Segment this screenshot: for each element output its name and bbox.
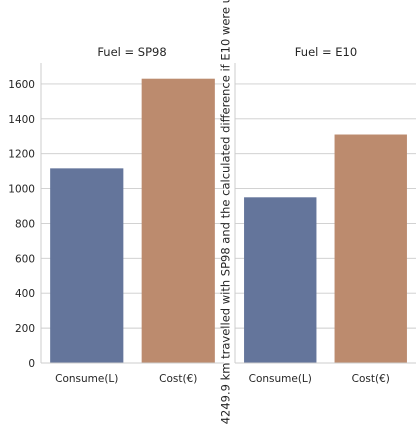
facet-title-sp98: Fuel = SP98 <box>97 45 166 59</box>
y-tick-label: 1000 <box>8 184 35 196</box>
facet-e10: Fuel = E10 Consume(L) Cost(€) <box>234 45 416 385</box>
x-tick-label: Consume(L) <box>249 373 312 385</box>
y-tick-labels-sp98: 0 200 400 600 800 1000 1200 1400 1600 <box>8 79 35 370</box>
x-tick-labels-sp98: Consume(L) Cost(€) <box>55 373 197 385</box>
shared-y-axis-label: 4249.9 km travelled with SP98 and the ca… <box>219 0 233 424</box>
y-tick-label: 1200 <box>8 149 35 161</box>
facet-title-e10: Fuel = E10 <box>295 45 357 59</box>
y-tick-label: 400 <box>15 288 35 300</box>
y-tick-label: 1400 <box>8 114 35 126</box>
x-tick-label: Cost(€) <box>352 373 390 385</box>
bar-sp98-cost <box>141 78 215 363</box>
bar-sp98-consume <box>50 168 124 363</box>
y-tick-label: 800 <box>15 218 35 230</box>
y-tick-label: 1600 <box>8 79 35 91</box>
bars-e10 <box>244 134 407 363</box>
y-tick-label: 600 <box>15 253 35 265</box>
y-tick-label: 0 <box>28 358 35 370</box>
bars-sp98 <box>50 78 215 363</box>
bar-e10-cost <box>334 134 407 363</box>
y-tick-label: 200 <box>15 323 35 335</box>
x-tick-label: Cost(€) <box>159 373 197 385</box>
bar-e10-consume <box>244 197 317 363</box>
x-tick-labels-e10: Consume(L) Cost(€) <box>249 373 390 385</box>
x-tick-label: Consume(L) <box>55 373 118 385</box>
facet-sp98: Fuel = SP98 0 200 400 600 800 1000 1200 1400 160… <box>8 45 224 385</box>
